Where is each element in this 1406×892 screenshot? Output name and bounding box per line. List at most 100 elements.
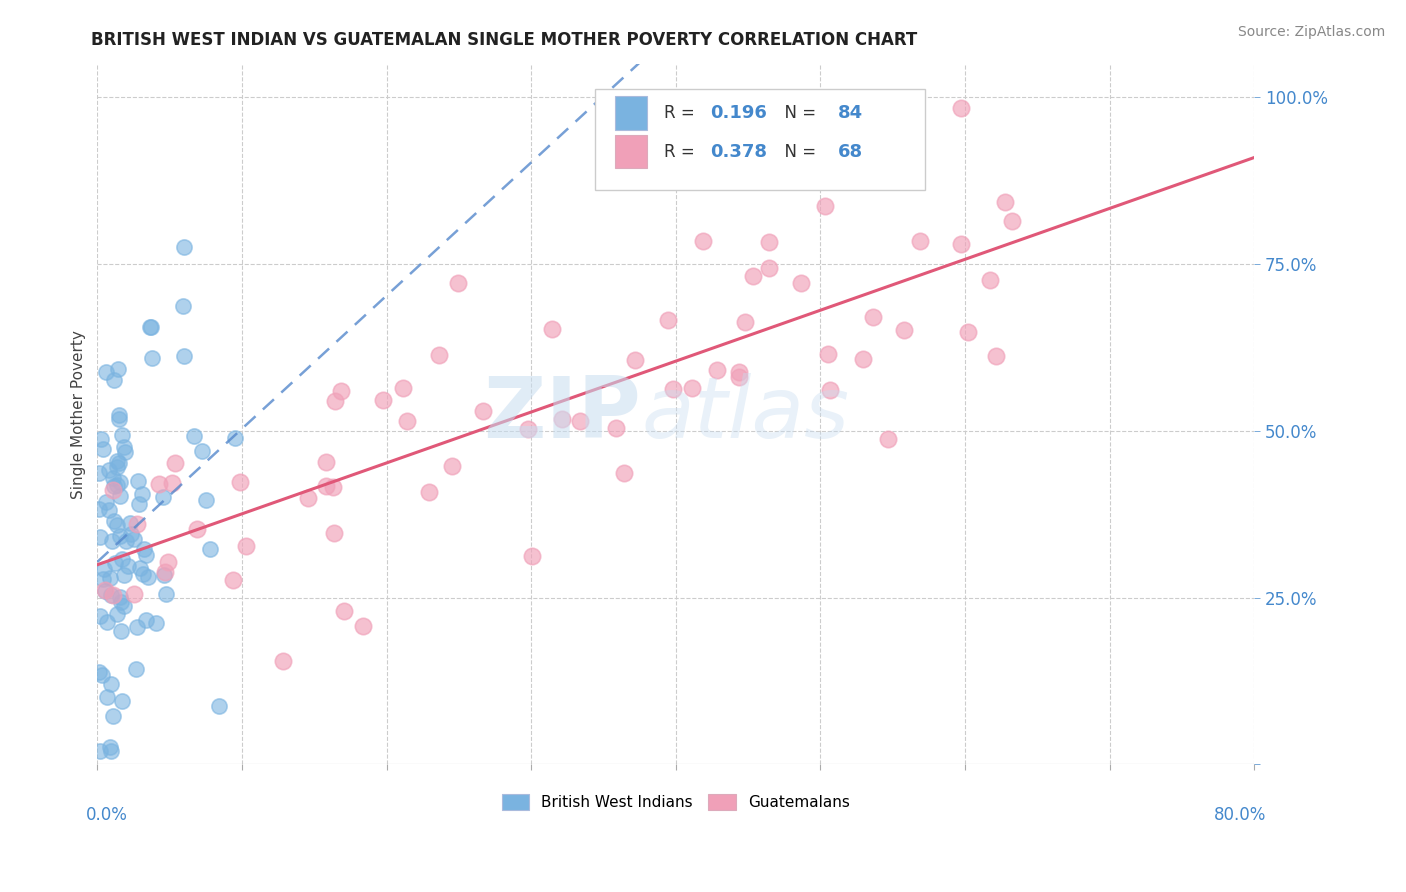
Point — [93, 583, 115, 598]
Point — [162, 475, 184, 490]
Point — [103, 483, 125, 497]
Point — [727, 370, 749, 384]
Text: R =: R = — [664, 143, 700, 161]
Point — [441, 459, 464, 474]
Point — [271, 654, 294, 668]
Point — [136, 570, 159, 584]
Point — [371, 393, 394, 408]
Point — [186, 522, 208, 536]
Point — [396, 414, 419, 428]
Point — [89, 743, 111, 757]
Point — [613, 466, 636, 480]
Point — [112, 567, 135, 582]
Point — [315, 478, 337, 492]
Point — [322, 480, 344, 494]
Point — [222, 573, 245, 587]
Point — [692, 234, 714, 248]
Point — [235, 539, 257, 553]
Point — [98, 739, 121, 754]
Point — [984, 350, 1007, 364]
Point — [89, 609, 111, 624]
Point — [91, 442, 114, 457]
Text: BRITISH WEST INDIAN VS GUATEMALAN SINGLE MOTHER POVERTY CORRELATION CHART: BRITISH WEST INDIAN VS GUATEMALAN SINGLE… — [91, 31, 918, 49]
Point — [994, 194, 1017, 209]
Point — [108, 412, 131, 426]
Point — [108, 456, 131, 470]
Point — [110, 624, 132, 638]
Point — [91, 668, 114, 682]
Point — [91, 573, 114, 587]
Point — [224, 431, 246, 445]
Text: 84: 84 — [838, 104, 863, 122]
Point — [103, 514, 125, 528]
Point — [876, 433, 898, 447]
Point — [108, 590, 131, 604]
Point — [101, 709, 124, 723]
Point — [155, 587, 177, 601]
Point — [758, 235, 780, 250]
Point — [135, 548, 157, 562]
Point — [173, 349, 195, 363]
Text: Source: ZipAtlas.com: Source: ZipAtlas.com — [1237, 25, 1385, 39]
Point — [1001, 213, 1024, 227]
Point — [105, 477, 128, 491]
Point — [551, 412, 574, 426]
Text: R =: R = — [664, 104, 700, 122]
Point — [111, 551, 134, 566]
Point — [129, 561, 152, 575]
Point — [950, 237, 973, 252]
Point — [657, 312, 679, 326]
Text: 80.0%: 80.0% — [1213, 806, 1265, 824]
Point — [148, 476, 170, 491]
Point — [541, 322, 564, 336]
Point — [979, 273, 1001, 287]
Point — [207, 699, 229, 714]
Text: N =: N = — [775, 104, 821, 122]
Point — [87, 466, 110, 480]
Point — [734, 315, 756, 329]
Point — [228, 475, 250, 489]
Point — [94, 494, 117, 508]
Bar — [614, 96, 647, 130]
Point — [93, 562, 115, 576]
Point — [93, 583, 115, 598]
Point — [132, 542, 155, 557]
Point — [98, 503, 121, 517]
Point — [108, 408, 131, 422]
Text: atlas: atlas — [641, 373, 849, 456]
Point — [156, 555, 179, 569]
Text: 0.196: 0.196 — [710, 104, 768, 122]
Point — [115, 534, 138, 549]
Point — [103, 373, 125, 387]
Point — [100, 677, 122, 691]
Bar — [614, 135, 647, 169]
Point — [111, 694, 134, 708]
Point — [105, 460, 128, 475]
Point — [110, 475, 132, 489]
Point — [127, 516, 149, 531]
Point — [100, 744, 122, 758]
Point — [103, 479, 125, 493]
Point — [908, 234, 931, 248]
Point — [706, 363, 728, 377]
Point — [418, 485, 440, 500]
Point — [105, 454, 128, 468]
Point — [728, 365, 751, 379]
Point — [101, 471, 124, 485]
Point — [112, 441, 135, 455]
Point — [108, 529, 131, 543]
Point — [194, 493, 217, 508]
Point — [153, 567, 176, 582]
Point — [183, 429, 205, 443]
Point — [322, 526, 344, 541]
Point — [132, 567, 155, 582]
Point — [122, 533, 145, 547]
Point — [89, 665, 111, 679]
Point — [520, 549, 543, 564]
Point — [814, 199, 837, 213]
Point — [89, 530, 111, 544]
Point — [790, 276, 813, 290]
Point — [323, 394, 346, 409]
Point — [427, 348, 450, 362]
Point — [766, 159, 789, 173]
